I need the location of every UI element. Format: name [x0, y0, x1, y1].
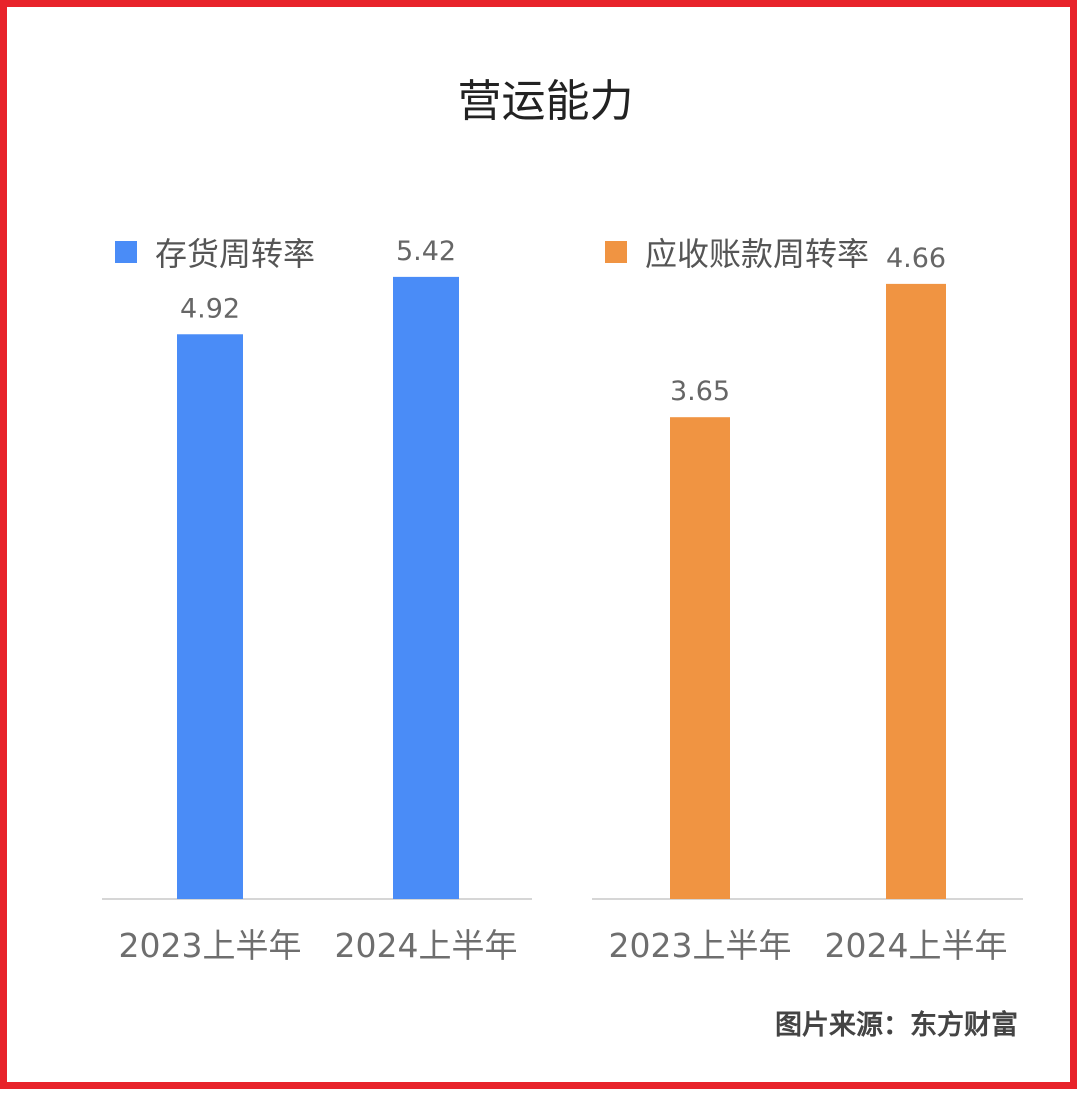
- bar: [670, 417, 730, 899]
- bar: [393, 276, 459, 899]
- bar: [886, 283, 946, 899]
- x-tick-label: 2023上半年: [609, 926, 792, 965]
- x-tick-label: 2024上半年: [825, 926, 1008, 965]
- data-label: 4.92: [180, 293, 240, 324]
- chart-title: 营运能力: [457, 76, 634, 127]
- data-label: 3.65: [670, 376, 730, 407]
- plot-area: 4.92 2023上半年 5.42 2024上半年 3.65 2023上半年 4.66 202…: [102, 236, 1023, 965]
- legend-swatch: [115, 241, 137, 263]
- data-label: 4.66: [886, 243, 946, 274]
- x-tick-label: 2023上半年: [119, 926, 302, 965]
- legend-label: 应收账款周转率: [645, 235, 870, 273]
- bar: [177, 334, 243, 900]
- legend-swatch: [605, 241, 627, 263]
- data-label: 5.42: [396, 236, 456, 267]
- source-note: 图片来源：东方财富: [775, 1010, 1018, 1041]
- legend-label: 存货周转率: [155, 235, 316, 273]
- legend-inventory-turnover: 存货周转率: [115, 229, 315, 275]
- legend-receivables-turnover: 应收账款周转率: [605, 229, 869, 275]
- x-tick-label: 2024上半年: [335, 926, 518, 965]
